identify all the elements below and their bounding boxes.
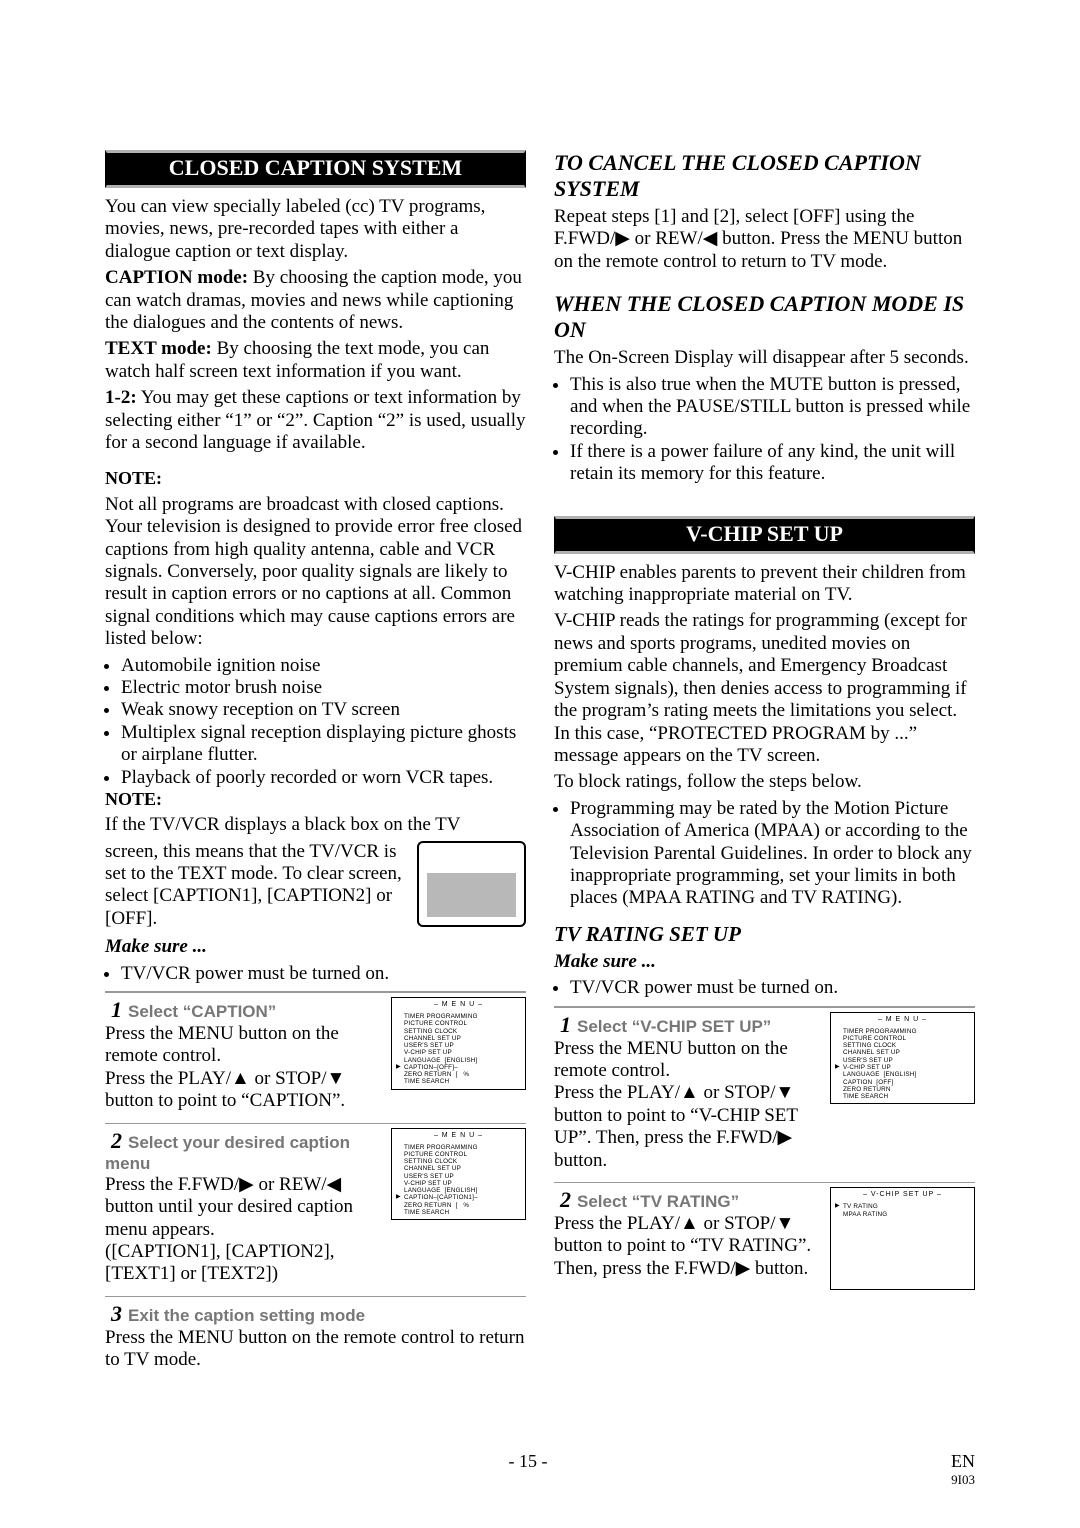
vchip-p3: To block ratings, follow the steps below…: [554, 771, 975, 793]
osd-menu-caption1: – M E N U – TIMER PROGRAMMING PICTURE CO…: [391, 1128, 526, 1221]
osd-menu-vchip: – M E N U – TIMER PROGRAMMING PICTURE CO…: [830, 1012, 975, 1105]
makesure-label: Make sure ...: [554, 951, 975, 973]
caption-mode-label: CAPTION mode:: [105, 267, 248, 288]
step-text: Press the PLAY/▲ or STOP/▼ button to poi…: [554, 1213, 820, 1280]
bullet: Automobile ignition noise: [121, 655, 526, 677]
bullet: Playback of poorly recorded or worn VCR …: [121, 767, 526, 789]
page-footer: - 15 - EN 9I03: [105, 1451, 975, 1488]
footer-code: 9I03: [951, 1472, 975, 1488]
step-title: Select your desired caption menu: [105, 1133, 350, 1173]
vchip-banner: V-CHIP SET UP: [554, 516, 975, 554]
one-two-label: 1-2:: [105, 387, 137, 408]
makesure-item: TV/VCR power must be turned on.: [121, 963, 526, 985]
note2-row: screen, this means that the TV/VCR is se…: [105, 841, 526, 935]
bullet: Weak snowy reception on TV screen: [121, 699, 526, 721]
makesure-list: TV/VCR power must be turned on.: [554, 977, 975, 999]
note2-text-b: screen, this means that the TV/VCR is se…: [105, 841, 409, 931]
osd-vchip-setup: – V-CHIP SET UP – ▶TV RATING MPAA RATING: [830, 1187, 975, 1290]
cc-intro: You can view specially labeled (cc) TV p…: [105, 196, 526, 263]
page-number: - 15 -: [509, 1451, 548, 1488]
manual-page: CLOSED CAPTION SYSTEM You can view speci…: [0, 0, 1080, 1528]
vchip-p2: V-CHIP reads the ratings for programming…: [554, 610, 975, 767]
bullet: Multiplex signal reception displaying pi…: [121, 722, 526, 767]
step-number: 2: [560, 1187, 571, 1212]
text-mode-para: TEXT mode: By choosing the text mode, yo…: [105, 338, 526, 383]
step-number: 3: [111, 1301, 122, 1326]
caption-mode-para: CAPTION mode: By choosing the caption mo…: [105, 267, 526, 334]
makesure-label: Make sure ...: [105, 936, 526, 958]
note1-label: NOTE:: [105, 468, 526, 489]
step-title: Select “V-CHIP SET UP”: [577, 1017, 771, 1036]
right-column: TO CANCEL THE CLOSED CAPTION SYSTEM Repe…: [554, 150, 975, 1418]
step-title: Select “TV RATING”: [577, 1192, 739, 1211]
closed-caption-banner: CLOSED CAPTION SYSTEM: [105, 150, 526, 188]
osd-menu-caption-off: – M E N U – TIMER PROGRAMMING PICTURE CO…: [391, 997, 526, 1090]
when-on-head: WHEN THE CLOSED CAPTION MODE IS ON: [554, 291, 975, 343]
step-number: 2: [111, 1128, 122, 1153]
one-two-text: You may get these captions or text infor…: [105, 387, 526, 453]
step-number: 1: [560, 1012, 571, 1037]
step-text: Press the MENU button on the remote cont…: [105, 1023, 381, 1113]
note2-text-a: If the TV/VCR displays a black box on th…: [105, 814, 526, 836]
step-title: Select “CAPTION”: [128, 1002, 276, 1021]
one-two-para: 1-2: You may get these captions or text …: [105, 387, 526, 454]
right-step2: 2 Select “TV RATING” Press the PLAY/▲ or …: [554, 1182, 975, 1290]
left-column: CLOSED CAPTION SYSTEM You can view speci…: [105, 150, 526, 1418]
bullet: If there is a power failure of any kind,…: [570, 441, 975, 486]
right-step1: 1 Select “V-CHIP SET UP” Press the MENU b…: [554, 1006, 975, 1176]
vchip-bullets: Programming may be rated by the Motion P…: [554, 798, 975, 910]
to-cancel-text: Repeat steps [1] and [2], select [OFF] u…: [554, 206, 975, 273]
left-step2: 2Select your desired caption menu Press …: [105, 1123, 526, 1290]
left-step3: 3 Exit the caption setting mode Press the…: [105, 1296, 526, 1376]
bullet: This is also true when the MUTE button i…: [570, 374, 975, 441]
step-number: 1: [111, 997, 122, 1022]
note1-text: Not all programs are broadcast with clos…: [105, 494, 526, 651]
text-mode-label: TEXT mode:: [105, 338, 212, 359]
bullet: Programming may be rated by the Motion P…: [570, 798, 975, 910]
makesure-item: TV/VCR power must be turned on.: [570, 977, 975, 999]
to-cancel-head: TO CANCEL THE CLOSED CAPTION SYSTEM: [554, 150, 975, 202]
tv-rating-head: TV RATING SET UP: [554, 922, 975, 947]
makesure-list: TV/VCR power must be turned on.: [105, 963, 526, 985]
bullet: Electric motor brush noise: [121, 677, 526, 699]
note2-label: NOTE:: [105, 789, 526, 810]
when-on-bullets: This is also true when the MUTE button i…: [554, 374, 975, 486]
step-text: Press the MENU button on the remote cont…: [554, 1038, 820, 1172]
step-title: Exit the caption setting mode: [128, 1306, 365, 1325]
tv-icon: [417, 841, 526, 927]
step-text: Press the F.FWD/▶ or REW/◀ button until …: [105, 1174, 381, 1286]
footer-lang: EN: [951, 1451, 975, 1471]
when-on-text: The On-Screen Display will disappear aft…: [554, 347, 975, 369]
note1-bullets: Automobile ignition noise Electric motor…: [105, 655, 526, 789]
two-column-layout: CLOSED CAPTION SYSTEM You can view speci…: [105, 150, 975, 1418]
vchip-p1: V-CHIP enables parents to prevent their …: [554, 562, 975, 607]
step-text: Press the MENU button on the remote cont…: [105, 1327, 526, 1372]
left-step1: 1 Select “CAPTION” Press the MENU button …: [105, 991, 526, 1117]
